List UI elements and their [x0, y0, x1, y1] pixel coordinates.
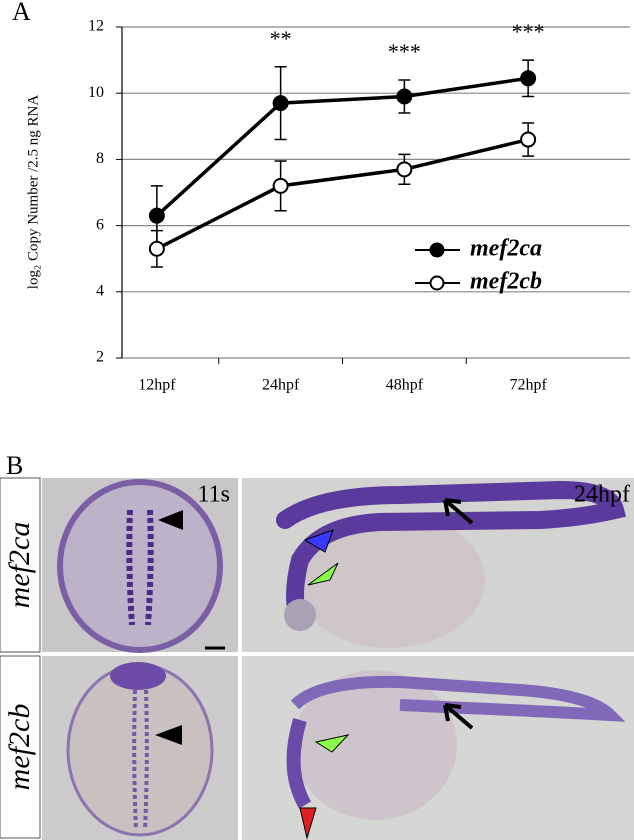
marker	[272, 177, 289, 194]
yolk	[295, 512, 485, 648]
x-tick-label: 12hpf	[138, 377, 176, 394]
embryo-body	[290, 675, 626, 722]
series-line	[155, 76, 529, 217]
y-tick-label: 6	[96, 216, 104, 233]
arrow	[443, 498, 474, 525]
marker	[396, 161, 413, 178]
marker	[272, 95, 289, 112]
y-tick-label: 12	[88, 18, 104, 35]
x-tick-label: 48hpf	[386, 377, 424, 394]
marker	[520, 70, 537, 87]
marker	[396, 88, 413, 105]
row-label: mef2ca	[3, 522, 36, 609]
embryo	[66, 663, 214, 837]
row-label-box	[0, 477, 41, 653]
series-line	[156, 137, 529, 251]
legend-label: mef2ca	[470, 236, 542, 262]
significance: ***	[388, 39, 421, 64]
somites	[126, 509, 154, 626]
arrowhead	[299, 807, 317, 840]
y-tick-label: 8	[96, 150, 104, 167]
arrowhead	[158, 510, 183, 530]
panel-label: B	[6, 451, 23, 480]
arrowhead	[303, 529, 334, 553]
panel-label: A	[12, 0, 31, 26]
legend-marker	[429, 242, 445, 258]
arrow	[443, 703, 474, 730]
arrowhead	[155, 725, 182, 745]
somites	[132, 689, 149, 831]
column-label: 24hpf	[574, 482, 630, 508]
embryo-body	[276, 480, 626, 629]
head	[286, 717, 312, 809]
legend-marker	[429, 275, 445, 291]
marker	[148, 207, 165, 224]
marker	[148, 240, 165, 257]
row-label: mef2cb	[3, 704, 36, 791]
eye	[284, 599, 316, 631]
marker	[520, 131, 537, 148]
head	[110, 662, 166, 690]
legend-label: mef2cb	[470, 269, 542, 295]
y-tick-label: 4	[96, 282, 104, 299]
arrowhead	[314, 734, 350, 753]
plot: 2 4 6 8 10 12 12hpf 24hpf ** 48hpf *** 72hpf *** mef2…	[88, 18, 630, 394]
significance: **	[270, 26, 292, 51]
y-tick-label: 2	[96, 349, 104, 366]
row-label-box	[0, 655, 41, 839]
y-tick-label: 10	[88, 84, 104, 101]
arrowhead	[307, 562, 339, 586]
x-tick-label: 24hpf	[262, 377, 300, 394]
y-axis-label: log₂ Copy Number /2.5 ng RNA	[25, 95, 41, 290]
image-panel	[0, 477, 634, 840]
column-label: 11s	[198, 482, 230, 508]
embryo	[57, 479, 223, 653]
significance: ***	[512, 19, 545, 44]
x-tick-label: 72hpf	[509, 377, 547, 394]
